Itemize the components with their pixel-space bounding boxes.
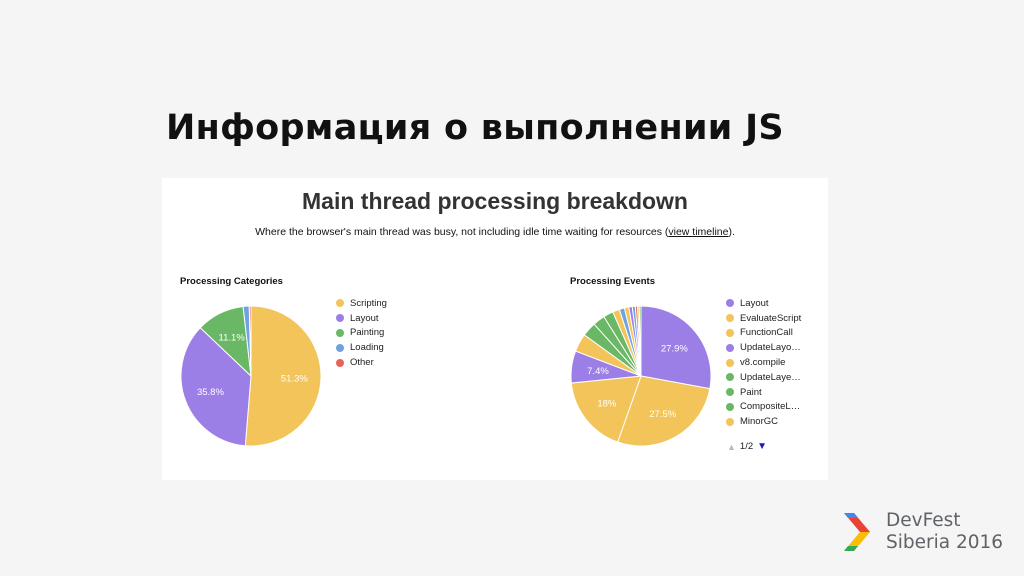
legend-swatch [726, 343, 734, 352]
brand-line-1: DevFest [886, 510, 961, 531]
legend-pager: ▲ 1/2 ▼ [727, 441, 767, 452]
pie-slice-other-4[interactable] [248, 305, 252, 377]
legend-label: MinorGC [740, 416, 779, 428]
legend-item-other[interactable]: Other [336, 355, 387, 370]
legend-swatch [726, 299, 734, 308]
legend-label: Painting [350, 327, 385, 339]
legend-label: Scripting [350, 297, 387, 309]
devfest-chevron-icon [844, 513, 870, 551]
subtitle-end: ). [728, 226, 735, 238]
devfest-logo: DevFest Siberia 2016 [842, 510, 1003, 554]
legend-label: Layout [350, 312, 379, 324]
legend-swatch [336, 328, 344, 337]
legend-label: Paint [740, 386, 762, 398]
legend-swatch [726, 373, 734, 382]
legend-item-updatelaye[interactable]: UpdateLaye… [726, 370, 801, 385]
chevron-segment [844, 546, 858, 551]
legend-swatch [336, 358, 344, 367]
pie-slice-functioncall-2[interactable] [570, 375, 642, 443]
legend-swatch [726, 328, 734, 337]
brand-text: DevFest Siberia 2016 [886, 510, 1003, 554]
legend-item-paint[interactable]: Paint [726, 385, 801, 400]
categories-pie-chart: 51.3% 35.8% 11.1% [180, 305, 322, 447]
view-timeline-link[interactable]: view timeline [668, 226, 729, 238]
subtitle-text: Where the browser's main thread was busy… [255, 226, 669, 238]
pie-data-label: 11.1% [219, 333, 246, 344]
legend-swatch [726, 358, 734, 367]
legend-swatch [726, 314, 734, 323]
categories-legend: Scripting Layout Painting Loading Other [336, 296, 387, 370]
legend-label: Loading [350, 342, 384, 354]
chevron-segment [844, 513, 858, 518]
pie-slice-evaluatescript-1[interactable] [617, 375, 711, 447]
next-page-icon[interactable]: ▼ [757, 441, 768, 452]
legend-item-layout[interactable]: Layout [726, 296, 801, 311]
legend-label: v8.compile [740, 357, 786, 369]
legend-item-painting[interactable]: Painting [336, 326, 387, 341]
pie-slice-layout-0[interactable] [640, 305, 712, 390]
legend-label: Other [350, 357, 374, 369]
brand-line-2: Siberia 2016 [886, 532, 1004, 553]
events-pie-chart: 27.9% 27.5% 18% 7.4% [570, 305, 712, 447]
legend-item-loading[interactable]: Loading [336, 340, 387, 355]
legend-item-layout[interactable]: Layout [336, 311, 387, 326]
pie-data-label: 27.5% [649, 409, 676, 420]
legend-label: EvaluateScript [740, 312, 802, 324]
legend-item-evaluatescript[interactable]: EvaluateScript [726, 311, 801, 326]
legend-item-v8-compile[interactable]: v8.compile [726, 355, 801, 370]
previous-page-icon: ▲ [727, 441, 736, 452]
events-legend: Layout EvaluateScript FunctionCall UpdateLa… [726, 296, 801, 429]
legend-label: CompositeL… [740, 401, 801, 413]
pie-data-label: 27.9% [661, 344, 688, 355]
legend-swatch [336, 314, 344, 323]
events-chart-title: Processing Events [570, 276, 656, 287]
panel-title: Main thread processing breakdown [302, 188, 688, 214]
legend-item-scripting[interactable]: Scripting [336, 296, 387, 311]
pie-data-label: 35.8% [197, 387, 224, 398]
legend-item-compositel[interactable]: CompositeL… [726, 400, 801, 415]
pie-slice-segment-15[interactable] [638, 305, 642, 377]
legend-swatch [336, 299, 344, 308]
legend-label: FunctionCall [740, 327, 793, 339]
panel-subtitle: Where the browser's main thread was busy… [162, 226, 828, 238]
legend-swatch [726, 388, 734, 397]
legend-item-minorgc[interactable]: MinorGC [726, 414, 801, 429]
legend-swatch [726, 417, 734, 426]
legend-page-indicator: 1/2 [739, 441, 754, 452]
legend-label: UpdateLayo… [740, 342, 801, 354]
pie-data-label: 51.3% [281, 373, 308, 384]
categories-chart-title: Processing Categories [180, 276, 283, 287]
pie-data-label: 7.4% [587, 366, 609, 377]
pie-slice-scripting-0[interactable] [244, 305, 322, 447]
legend-swatch [726, 402, 734, 411]
chart-panel: Main thread processing breakdown Where t… [162, 178, 828, 480]
legend-label: Layout [740, 297, 769, 309]
legend-swatch [336, 343, 344, 352]
pie-slice-layout-1[interactable] [180, 327, 252, 447]
pie-data-label: 18% [597, 398, 617, 409]
legend-item-updatelayo[interactable]: UpdateLayo… [726, 340, 801, 355]
legend-label: UpdateLaye… [740, 371, 801, 383]
legend-item-functioncall[interactable]: FunctionCall [726, 326, 801, 341]
slide-title: Информация о выполнении JS [166, 108, 784, 148]
